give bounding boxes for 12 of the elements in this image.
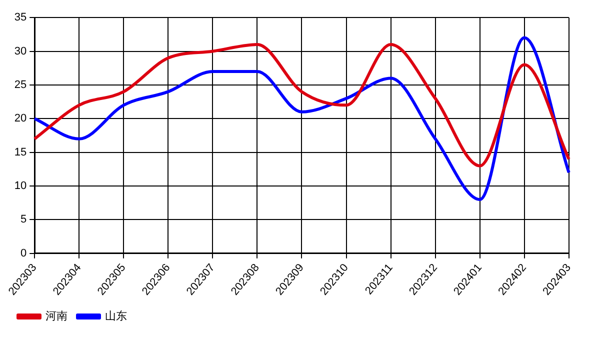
- y-tick-label: 15: [14, 146, 27, 158]
- y-tick-label: 30: [14, 45, 27, 58]
- y-tick-label: 35: [14, 12, 27, 24]
- line-series: [33, 36, 570, 201]
- y-tick-label: 5: [20, 214, 27, 226]
- line-series: [33, 43, 570, 168]
- legend-label: 河南: [46, 309, 68, 322]
- legend-label: 山东: [105, 309, 127, 322]
- y-tick-label: 10: [14, 180, 27, 192]
- y-tick-label: 25: [14, 79, 27, 91]
- y-tick-label: 0: [20, 247, 27, 260]
- y-tick-label: 20: [14, 112, 27, 125]
